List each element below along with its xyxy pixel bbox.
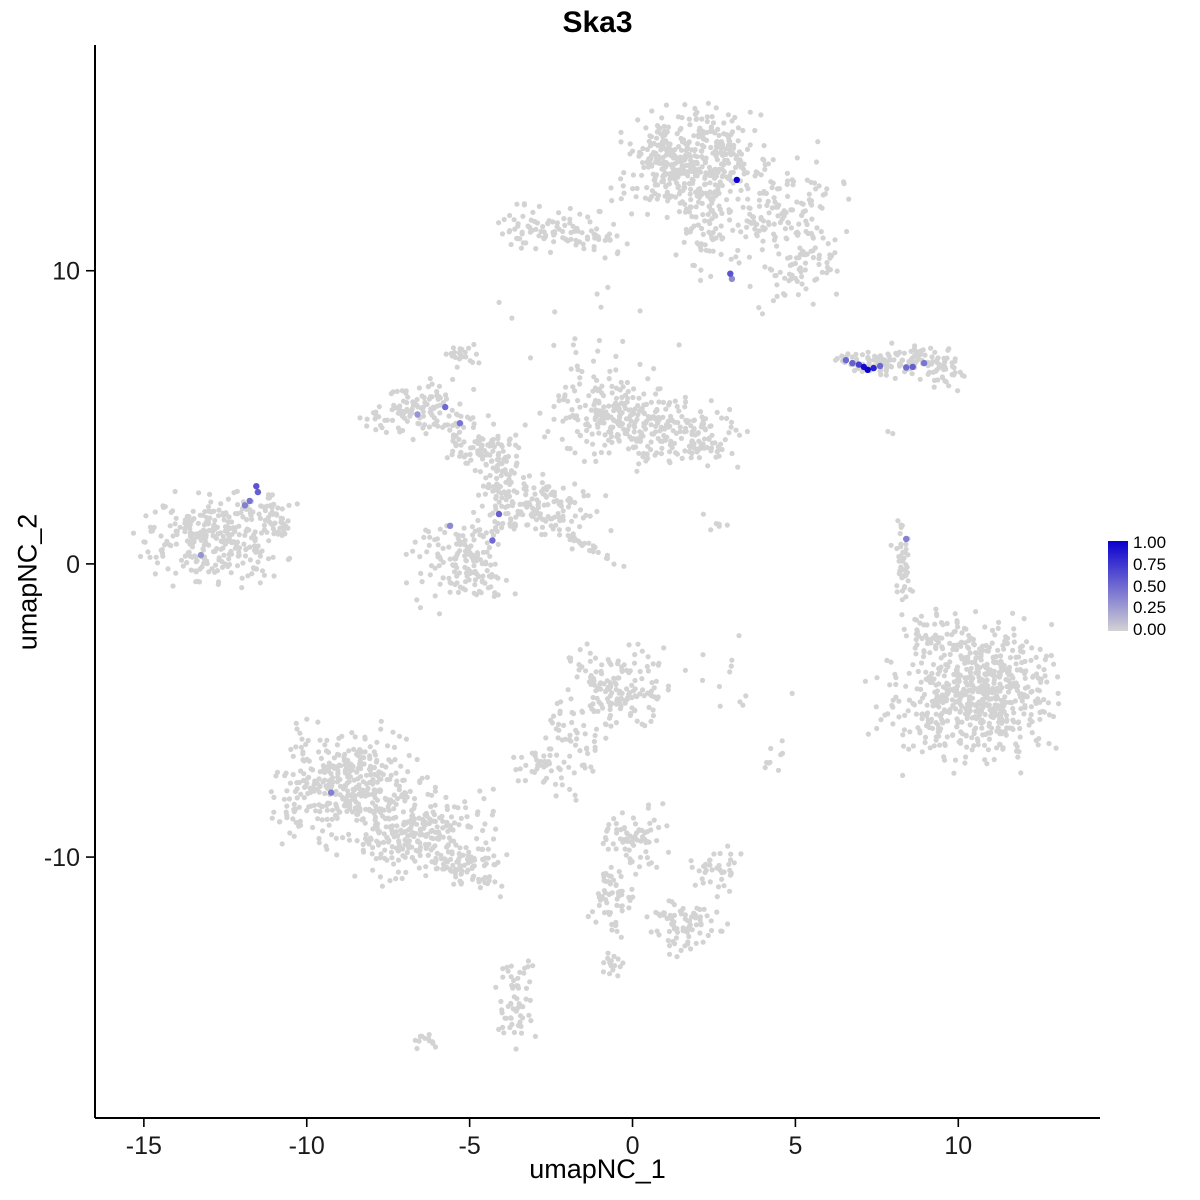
y-tick-label: 0 xyxy=(66,551,80,579)
x-tick-label: 5 xyxy=(788,1132,802,1160)
legend-tick-label: 0.50 xyxy=(1133,576,1167,596)
y-tick-label: -10 xyxy=(44,844,80,872)
y-tick-label: 10 xyxy=(52,258,80,286)
expression-legend: 1.00 0.75 0.50 0.25 0.00 xyxy=(1108,534,1166,638)
legend-tick-label: 0.25 xyxy=(1133,598,1167,618)
y-axis-label: umapNC_2 xyxy=(12,513,43,651)
x-axis-label: umapNC_1 xyxy=(529,1154,666,1184)
axes-layer: -15 -10 -5 0 5 10 -10 0 10 xyxy=(44,45,1100,1160)
legend-tick-labels: 1.00 0.75 0.50 0.25 0.00 xyxy=(1133,534,1166,638)
plot-title: Ska3 xyxy=(562,6,633,39)
legend-tick-label: 0.00 xyxy=(1133,620,1167,639)
x-tick-label: 0 xyxy=(626,1132,640,1160)
x-tick-label: 10 xyxy=(944,1132,972,1160)
x-tick-label: -15 xyxy=(126,1132,162,1160)
scatter-points-layer xyxy=(130,100,1062,1052)
x-tick-label: -5 xyxy=(459,1132,481,1160)
legend-gradient-bar xyxy=(1108,541,1128,631)
x-tick-label: -10 xyxy=(289,1132,325,1160)
legend-tick-label: 1.00 xyxy=(1133,533,1167,552)
legend-tick-label: 0.75 xyxy=(1133,554,1167,574)
